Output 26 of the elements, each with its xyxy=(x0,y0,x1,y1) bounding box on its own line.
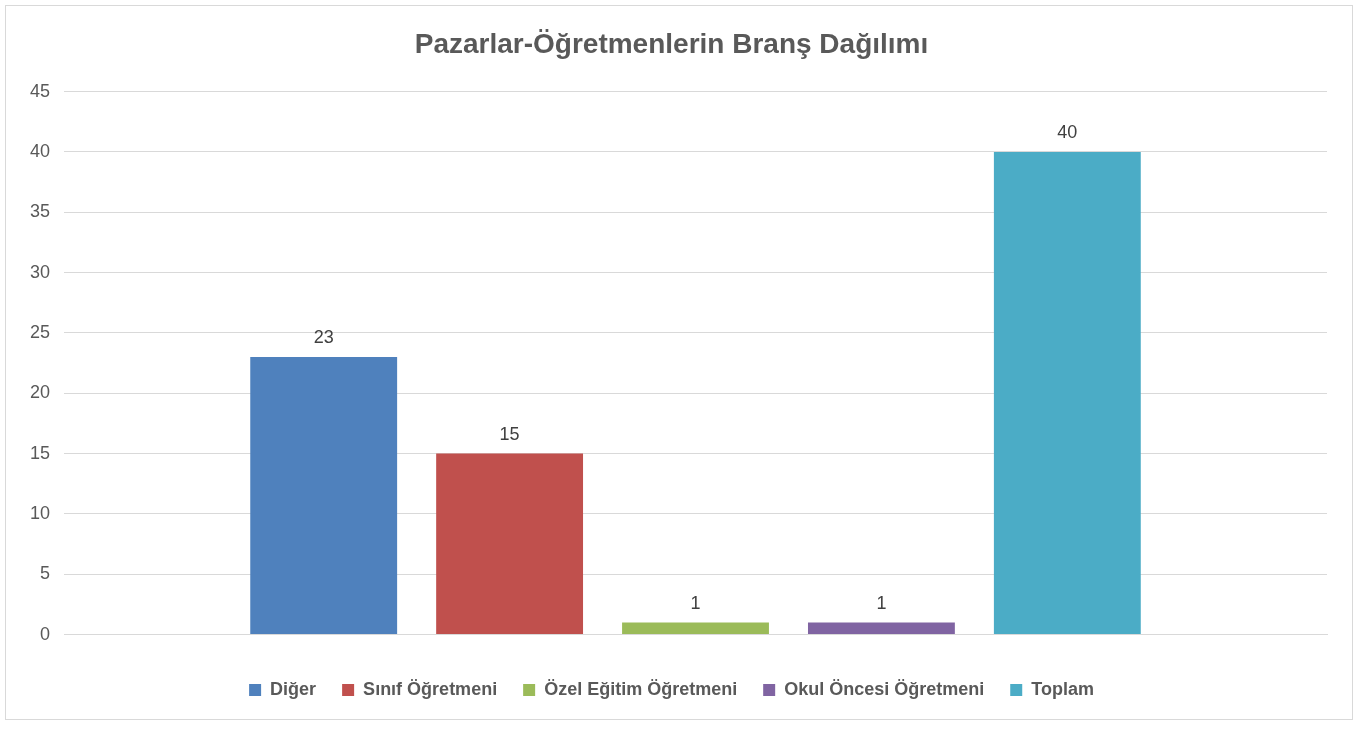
data-label: 1 xyxy=(876,592,887,613)
y-tick-label: 20 xyxy=(29,382,51,403)
y-tick-label: 40 xyxy=(29,140,51,161)
chart-title: Pazarlar-Öğretmenlerin Branş Dağılımı xyxy=(414,27,929,59)
bar xyxy=(622,622,769,635)
y-tick-label: 25 xyxy=(29,321,51,342)
bar xyxy=(250,357,398,635)
data-label: 23 xyxy=(313,327,334,348)
legend-label: Okul Öncesi Öğretmeni xyxy=(784,678,985,699)
y-tick-label: 0 xyxy=(40,623,51,644)
bar xyxy=(436,453,584,635)
legend-label: Diğer xyxy=(270,678,317,699)
legend-label: Toplam xyxy=(1031,678,1094,699)
y-tick-label: 30 xyxy=(29,261,51,282)
data-label: 1 xyxy=(690,592,701,613)
y-tick-label: 15 xyxy=(29,442,51,463)
y-tick-label: 5 xyxy=(40,563,51,584)
data-label: 40 xyxy=(1057,121,1078,142)
bar xyxy=(993,151,1141,635)
y-tick-label: 45 xyxy=(29,80,51,101)
data-label: 15 xyxy=(499,423,520,444)
legend-label: Özel Eğitim Öğretmeni xyxy=(544,678,738,699)
y-tick-label: 35 xyxy=(29,201,51,222)
bar xyxy=(807,622,955,635)
y-tick-label: 10 xyxy=(29,502,51,523)
legend-label: Sınıf Öğretmeni xyxy=(363,678,498,699)
